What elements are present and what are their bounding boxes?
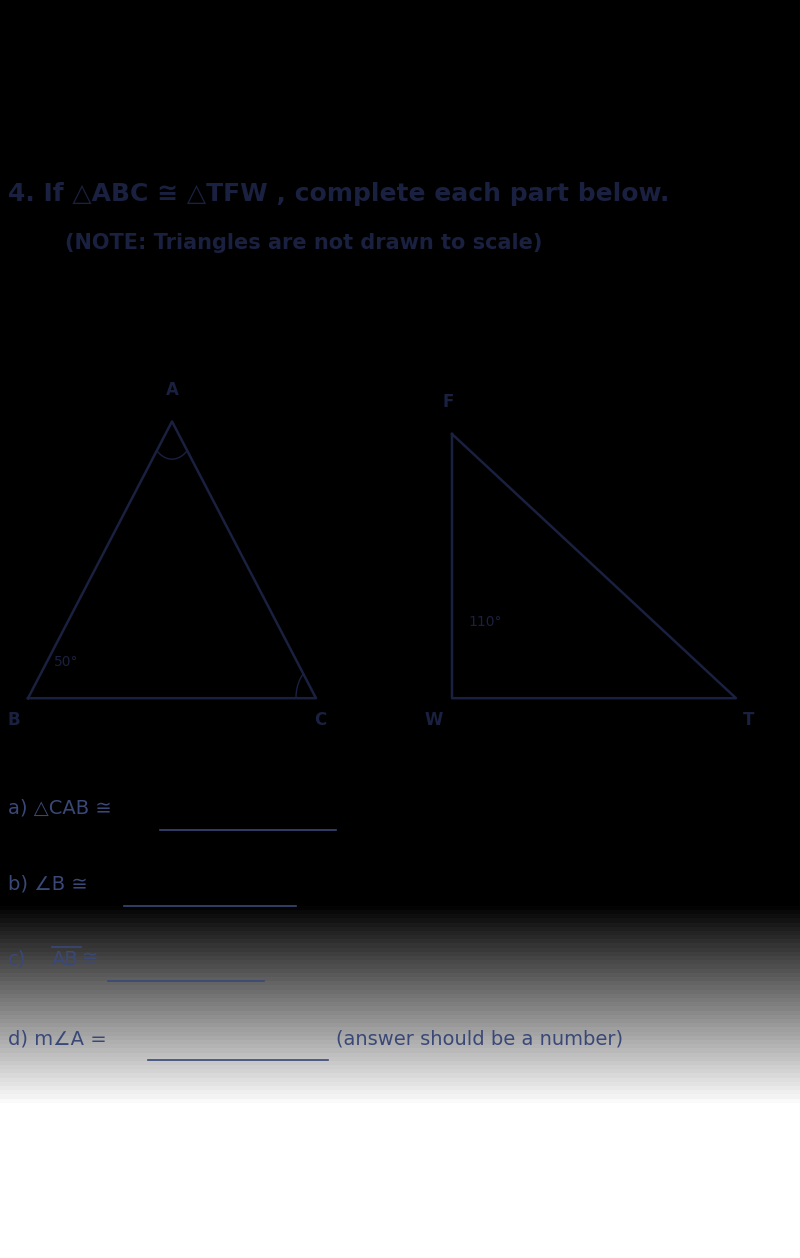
Text: 4. If △ABC ≅ △TFW , complete each part below.: 4. If △ABC ≅ △TFW , complete each part b… <box>8 182 670 206</box>
Text: (NOTE: Triangles are not drawn to scale): (NOTE: Triangles are not drawn to scale) <box>66 233 542 253</box>
Text: (answer should be a number): (answer should be a number) <box>336 1029 623 1048</box>
Text: ≅: ≅ <box>82 950 98 969</box>
Text: c): c) <box>8 950 26 969</box>
Text: 50°: 50° <box>54 655 79 669</box>
Text: A: A <box>166 381 178 399</box>
Text: F: F <box>442 394 454 411</box>
Text: d) m∠A =: d) m∠A = <box>8 1029 106 1048</box>
Text: b) ∠B ≅: b) ∠B ≅ <box>8 874 88 893</box>
Text: B: B <box>7 711 20 728</box>
Text: 110°: 110° <box>468 615 502 629</box>
Text: a) △CAB ≅: a) △CAB ≅ <box>8 799 112 818</box>
Text: W: W <box>424 711 442 728</box>
Text: C: C <box>314 711 326 728</box>
Text: T: T <box>742 711 754 728</box>
Text: AB: AB <box>52 950 78 969</box>
